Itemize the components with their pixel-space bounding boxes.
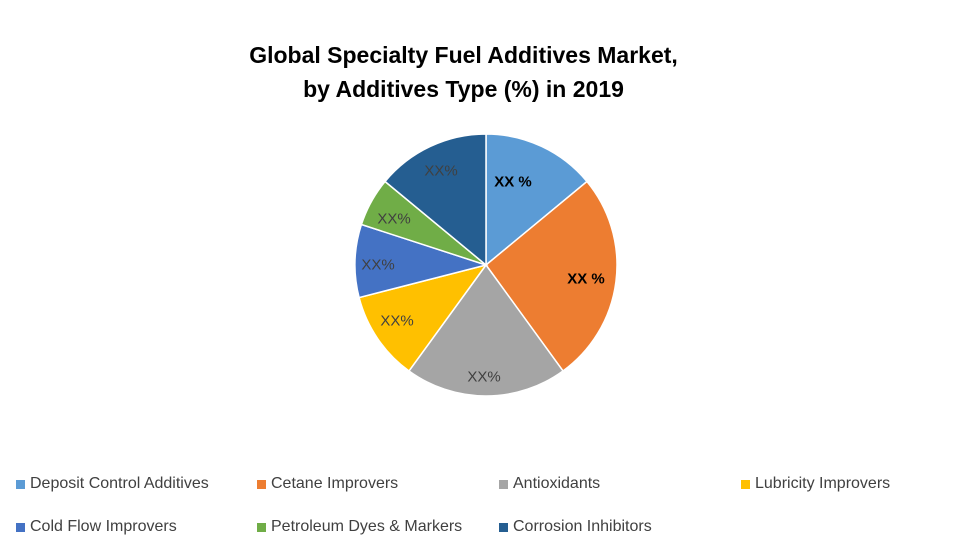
legend-label: Corrosion Inhibitors [513,518,652,535]
legend-item-cold-flow-improvers: Cold Flow Improvers [16,518,177,536]
legend-item-antioxidants: Antioxidants [499,475,600,493]
data-label-petroleum-dyes-markers: XX% [377,211,410,228]
legend-label: Cetane Improvers [271,475,399,492]
pie-slice-antioxidants [407,263,565,397]
legend-label: Petroleum Dyes & Markers [271,518,463,535]
legend-item-cetane-improvers: Cetane Improvers [257,475,398,493]
legend-item-corrosion-inhibitors: Corrosion Inhibitors [499,518,652,536]
legend-swatch [257,522,266,532]
data-label-corrosion-inhibitors: XX% [424,163,457,180]
data-label-cetane-improvers: XX % [567,271,605,288]
legend-label: Antioxidants [513,475,601,492]
legend-label: Cold Flow Improvers [30,518,177,535]
legend-label: Deposit Control Additives [30,475,209,492]
data-label-lubricity-improvers: XX% [380,313,413,330]
legend-label: Lubricity Improvers [755,475,891,492]
legend-swatch [16,479,25,489]
legend-swatch [16,522,25,532]
pie-slice-cetane-improvers [484,180,618,373]
legend-swatch [499,522,508,532]
legend-item-lubricity-improvers: Lubricity Improvers [741,475,890,493]
pie-slice-lubricity-improvers [358,263,488,373]
legend-swatch [257,479,266,489]
chart-title-line-2: by Additives Type (%) in 2019 [303,76,624,102]
legend-item-petroleum-dyes-markers: Petroleum Dyes & Markers [257,518,462,536]
legend-item-deposit-control-additives: Deposit Control Additives [16,475,209,493]
data-label-cold-flow-improvers: XX% [361,257,394,274]
legend-swatch [499,479,508,489]
legend-swatch [741,479,750,489]
data-label-deposit-control-additives: XX % [494,174,532,191]
chart-title-line-1: Global Specialty Fuel Additives Market, [249,42,678,68]
data-label-antioxidants: XX% [467,369,500,386]
chart-title: Global Specialty Fuel Additives Market, … [0,38,927,106]
pie-slice-deposit-control-additives [485,133,588,267]
pie-slice-corrosion-inhibitors [384,133,487,267]
